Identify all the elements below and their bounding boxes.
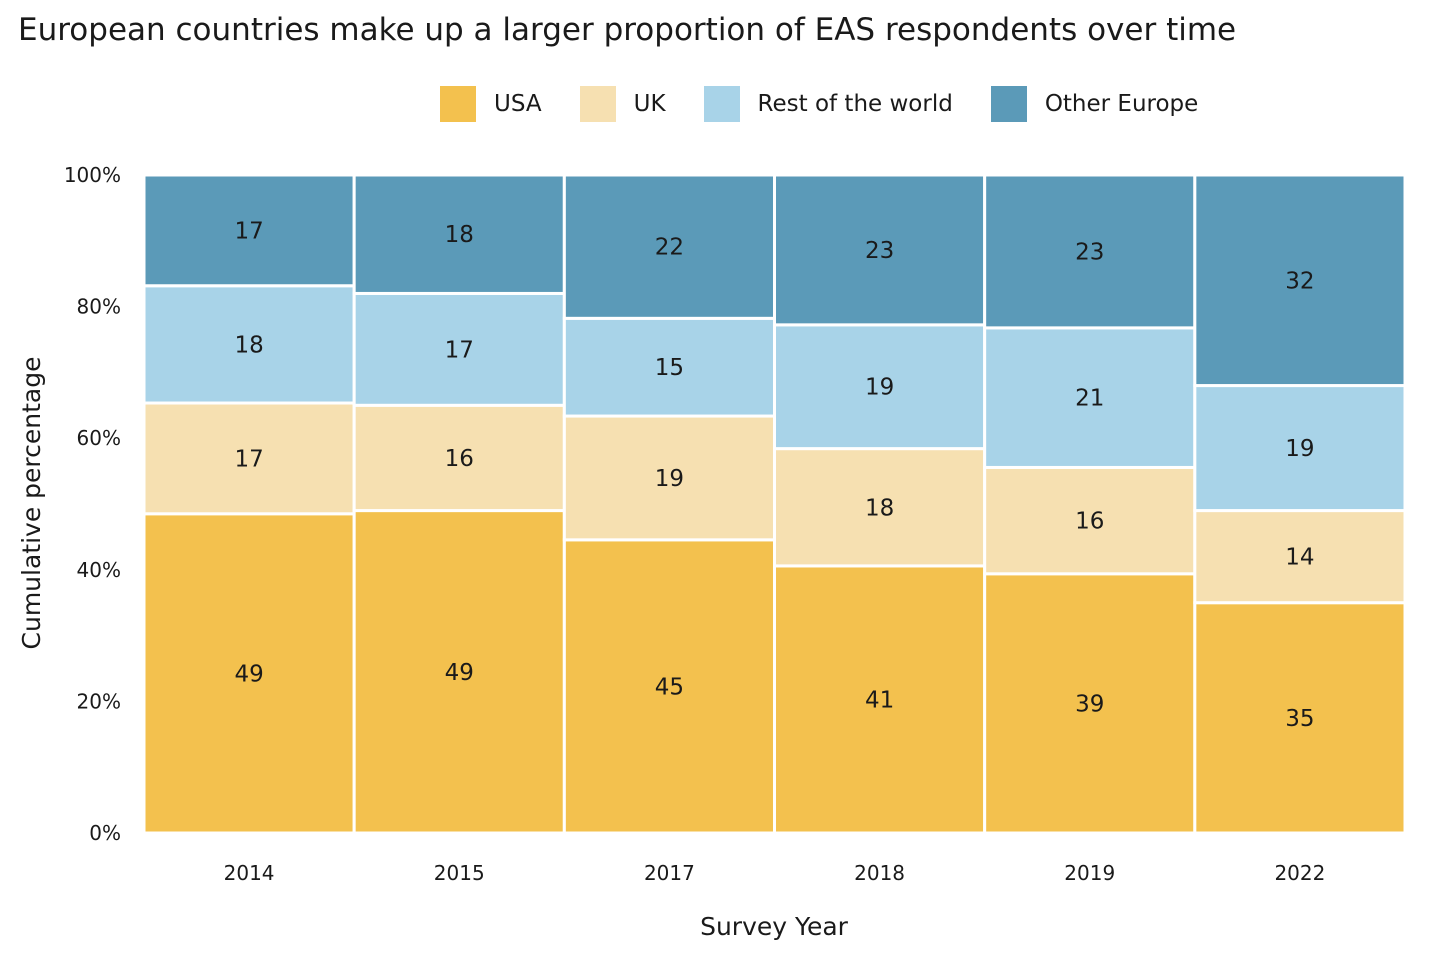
x-tick-label: 2017	[644, 861, 695, 885]
bar-segment	[1193, 601, 1407, 835]
bar-value-label: 16	[1075, 509, 1104, 535]
y-tick-label: 20%	[77, 689, 121, 713]
legend-swatch	[440, 86, 476, 122]
bar-value-label: 18	[234, 332, 263, 358]
bar-value-label: 15	[655, 355, 684, 381]
legend: USA UK Rest of the world Other Europe	[440, 86, 1236, 122]
bar-value-label: 17	[234, 218, 263, 244]
bar-segment	[142, 284, 356, 405]
legend-item: UK	[579, 86, 666, 122]
bar-value-label: 14	[1285, 545, 1314, 571]
x-axis-ticks: 2014 2015 2017 2018 2019 2022	[224, 861, 1326, 885]
x-tick-label: 2018	[854, 861, 905, 885]
legend-label: UK	[633, 91, 666, 117]
y-axis-ticks: 0% 20% 40% 60% 80% 100%	[64, 163, 121, 845]
x-axis-title: Survey Year	[700, 912, 849, 941]
bar-value-label: 35	[1285, 706, 1314, 732]
y-tick-label: 60%	[77, 426, 121, 450]
bar-value-label: 49	[445, 660, 474, 686]
legend-item: Other Europe	[990, 86, 1199, 122]
bar-segment	[983, 572, 1197, 835]
y-tick-label: 0%	[89, 821, 121, 845]
y-tick-label: 100%	[64, 163, 121, 187]
x-tick-label: 2014	[224, 861, 275, 885]
bar-segment	[1193, 173, 1407, 388]
bar-value-label: 23	[1075, 239, 1104, 265]
bar-segment	[352, 173, 566, 295]
bar-value-label: 23	[865, 238, 894, 264]
bar-segment	[562, 316, 776, 418]
bar-segment	[1193, 384, 1407, 513]
legend-swatch	[579, 86, 616, 122]
y-axis-title: Cumulative percentage	[17, 357, 46, 650]
legend-item: Rest of the world	[703, 86, 953, 122]
legend-label: Rest of the world	[757, 91, 953, 117]
bar-value-label: 49	[234, 661, 263, 687]
bar-value-label: 19	[655, 466, 684, 492]
x-tick-label: 2015	[434, 861, 485, 885]
bar-segment	[1193, 509, 1407, 605]
bar-segment	[142, 173, 356, 288]
bar-value-label: 18	[445, 222, 474, 248]
bar-segment	[352, 291, 566, 407]
bar-segment	[562, 538, 776, 835]
bar-segment	[352, 509, 566, 835]
bar-value-label: 32	[1285, 268, 1314, 294]
bar-value-label: 21	[1075, 386, 1104, 412]
bar-value-label: 16	[445, 446, 474, 472]
bar-segment	[562, 414, 776, 542]
legend-swatch	[703, 86, 740, 122]
bar-segment	[983, 173, 1197, 330]
x-tick-label: 2019	[1064, 861, 1115, 885]
x-tick-label: 2022	[1274, 861, 1325, 885]
bars: 49 17 18 17 49 16 17 18 45 19 15 22 41 18 19 23 39 16 21 23…	[142, 173, 1407, 835]
legend-item: USA	[440, 86, 542, 122]
legend-label: Other Europe	[1044, 91, 1199, 117]
bar-value-label: 41	[865, 687, 894, 713]
y-tick-label: 40%	[77, 558, 121, 582]
legend-swatch	[990, 86, 1027, 122]
chart-title: European countries make up a larger prop…	[18, 12, 1237, 48]
bar-segment	[773, 323, 987, 451]
bar-segment	[773, 564, 987, 835]
bar-value-label: 39	[1075, 691, 1104, 717]
y-tick-label: 80%	[77, 295, 121, 319]
bar-value-label: 45	[655, 674, 684, 700]
bar-segment	[773, 447, 987, 568]
bar-value-label: 19	[865, 375, 894, 401]
bar-value-label: 22	[655, 235, 684, 261]
legend-label: USA	[494, 91, 542, 117]
bar-segment	[562, 173, 776, 320]
bar-value-label: 19	[1285, 436, 1314, 462]
bar-value-label: 17	[234, 446, 263, 472]
bar-value-label: 17	[445, 337, 474, 363]
bar-value-label: 18	[865, 495, 894, 521]
